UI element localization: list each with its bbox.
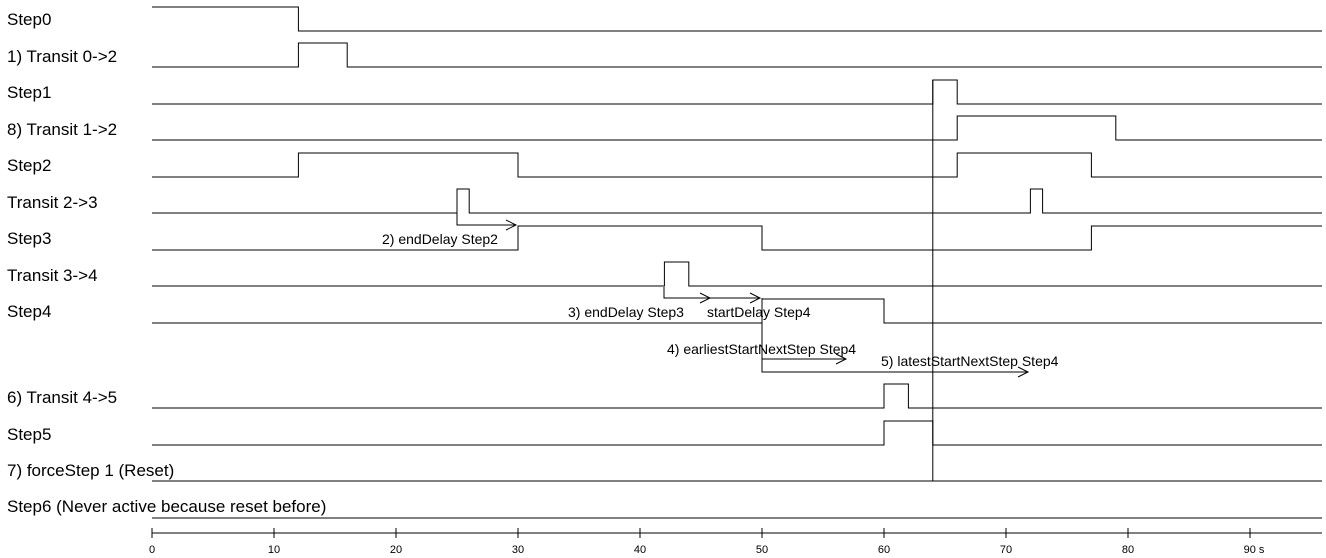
tick-label-50: 50 [756, 544, 768, 556]
tick-label-90: 90 s [1244, 544, 1265, 556]
signal-transit-1-2 [152, 115, 1322, 141]
end-delay-step3-arrow [663, 287, 710, 299]
tick-label-10: 10 [268, 544, 280, 556]
signal-step2 [152, 152, 1322, 178]
tick-label-20: 20 [390, 544, 402, 556]
tick-label-80: 80 [1122, 544, 1134, 556]
row-label-step0: Step0 [7, 10, 51, 29]
row-label-transit-3-4: Transit 3->4 [7, 266, 98, 285]
row-labels: Step0 1) Transit 0->2 Step1 8) Transit 1… [7, 10, 326, 516]
row-label-step3: Step3 [7, 229, 51, 248]
tick-label-60: 60 [878, 544, 890, 556]
tick-label-30: 30 [512, 544, 524, 556]
signal-step4 [152, 298, 1322, 324]
annotation-end-delay-step2: 2) endDelay Step2 [382, 231, 498, 247]
tick-label-70: 70 [1000, 544, 1012, 556]
signal-step3 [152, 225, 1322, 251]
row-label-step6: Step6 (Never active because reset before… [7, 497, 326, 516]
annotation-earliest-start-next-step4: 4) earliestStartNextStep Step4 [667, 341, 856, 357]
tick-label-40: 40 [634, 544, 646, 556]
annotation-labels: 2) endDelay Step2 3) endDelay Step3 star… [382, 231, 1059, 369]
signal-waveforms [152, 6, 1322, 519]
time-axis: 0 10 20 30 40 50 60 70 80 90 s [149, 528, 1322, 556]
signal-step1 [152, 79, 1322, 105]
time-axis-tick-labels: 0 10 20 30 40 50 60 70 80 90 s [149, 544, 1265, 556]
tick-label-0: 0 [149, 544, 155, 556]
signal-transit-4-5 [152, 383, 1322, 409]
row-label-step5: Step5 [7, 425, 51, 444]
annotation-latest-start-next-step4: 5) latestStartNextStep Step4 [881, 353, 1059, 369]
latest-start-next-step4-arrowhead [1017, 366, 1030, 378]
earliest-start-next-step4-arrowhead [835, 353, 848, 365]
row-label-step4: Step4 [7, 302, 51, 321]
row-label-transit-4-5: 6) Transit 4->5 [7, 388, 117, 407]
row-label-force-step-1: 7) forceStep 1 (Reset) [7, 461, 174, 480]
signal-transit-0-2 [152, 42, 1322, 68]
row-label-transit-2-3: Transit 2->3 [7, 193, 98, 212]
row-label-step1: Step1 [7, 83, 51, 102]
row-label-step2: Step2 [7, 156, 51, 175]
annotation-end-delay-step3: 3) endDelay Step3 [568, 304, 684, 320]
latest-start-next-step4-arrow [761, 359, 1028, 373]
row-label-transit-0-2: 1) Transit 0->2 [7, 47, 117, 66]
end-delay-step2-arrow [456, 213, 516, 226]
signal-transit-3-4 [152, 261, 1322, 287]
row-label-transit-1-2: 8) Transit 1->2 [7, 120, 117, 139]
signal-step5 [152, 420, 1322, 446]
start-delay-step4-arrowhead [749, 292, 762, 304]
signal-step0 [152, 6, 1322, 32]
time-axis-ticks [151, 528, 1251, 538]
timing-arrows [456, 213, 1030, 378]
signal-transit-2-3 [152, 188, 1322, 214]
end-delay-step2-arrowhead [505, 219, 518, 231]
annotation-start-delay-step4: startDelay Step4 [707, 304, 811, 320]
